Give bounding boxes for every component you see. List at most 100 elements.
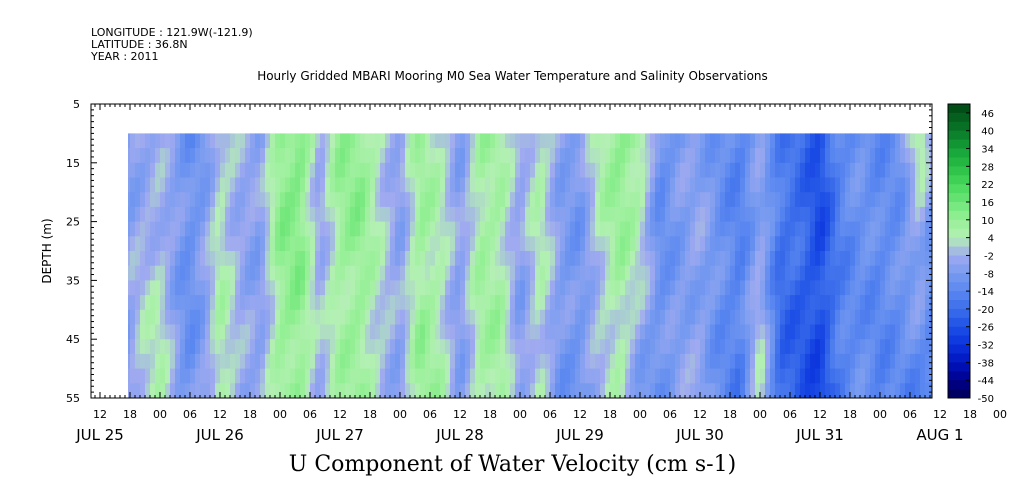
heatmap-cell	[660, 353, 666, 370]
heatmap-cell	[185, 148, 191, 164]
heatmap-cell	[915, 324, 921, 340]
heatmap-cell	[620, 251, 626, 267]
heatmap-cell	[695, 353, 701, 370]
heatmap-cell	[850, 383, 856, 398]
heatmap-cell	[675, 148, 681, 164]
heatmap-cell	[150, 309, 156, 326]
heatmap-cell	[340, 368, 346, 384]
heatmap-cell	[345, 383, 351, 398]
heatmap-cell	[195, 206, 201, 223]
heatmap-cell	[400, 162, 406, 179]
heatmap-cell	[320, 148, 326, 164]
heatmap-cell	[265, 265, 271, 281]
heatmap-cell	[835, 221, 841, 237]
heatmap-cell	[185, 192, 191, 208]
heatmap-cell	[755, 251, 761, 267]
heatmap-cell	[595, 295, 601, 311]
x-day-label: JUL 25	[75, 426, 124, 444]
heatmap-cell	[155, 192, 161, 208]
heatmap-cell	[350, 177, 356, 193]
heatmap-cell	[615, 236, 621, 252]
heatmap-cell	[470, 162, 476, 179]
heatmap-cell	[800, 148, 806, 164]
heatmap-cell	[905, 309, 911, 326]
heatmap-cell	[320, 206, 326, 223]
heatmap-cell	[430, 177, 436, 193]
heatmap-cell	[260, 339, 266, 355]
heatmap-cell	[225, 206, 231, 223]
heatmap-cell	[565, 251, 571, 267]
heatmap-cell	[610, 251, 616, 267]
heatmap-cell	[925, 133, 931, 149]
x-hour-tick-label: 12	[93, 408, 107, 421]
heatmap-cell	[740, 221, 746, 237]
heatmap-cell	[525, 221, 531, 237]
heatmap-cell	[740, 280, 746, 296]
heatmap-cell	[845, 133, 851, 149]
heatmap-cell	[840, 206, 846, 223]
heatmap-cell	[615, 148, 621, 164]
heatmap-cell	[170, 236, 176, 252]
heatmap-cell	[745, 353, 751, 370]
heatmap-cell	[615, 206, 621, 223]
heatmap-cell	[310, 162, 316, 179]
heatmap-cell	[650, 324, 656, 340]
heatmap-cell	[595, 383, 601, 398]
heatmap-cell	[705, 221, 711, 237]
heatmap-cell	[280, 221, 286, 237]
heatmap-cell	[725, 251, 731, 267]
heatmap-cell	[330, 368, 336, 384]
heatmap-cell	[320, 309, 326, 326]
heatmap-cell	[180, 177, 186, 193]
heatmap-cell	[865, 251, 871, 267]
heatmap-cell	[135, 192, 141, 208]
heatmap-cell	[610, 295, 616, 311]
heatmap-cell	[930, 295, 932, 311]
heatmap-cell	[535, 353, 541, 370]
heatmap-cell	[295, 192, 301, 208]
heatmap-cell	[815, 192, 821, 208]
heatmap-cell	[240, 236, 246, 252]
heatmap-cell	[935, 222, 941, 237]
heatmap-cell	[590, 383, 596, 398]
heatmap-cell	[875, 206, 881, 223]
heatmap-cell	[190, 383, 196, 398]
heatmap-cell	[185, 324, 191, 340]
heatmap-cell	[490, 324, 496, 340]
heatmap-cell	[475, 221, 481, 237]
heatmap-cell	[635, 295, 641, 311]
heatmap-cell	[385, 280, 391, 296]
heatmap-cell	[595, 251, 601, 267]
heatmap-cell	[455, 162, 461, 179]
heatmap-cell	[295, 309, 301, 326]
heatmap-cell	[195, 148, 201, 164]
x-hour-tick-label: 06	[303, 408, 317, 421]
heatmap-cell	[175, 295, 181, 311]
heatmap-cell	[760, 295, 766, 311]
colorbar-label: 28	[981, 162, 994, 173]
heatmap-cell	[425, 295, 431, 311]
heatmap-cell	[935, 133, 941, 148]
heatmap-cell	[360, 177, 366, 193]
heatmap-cell	[260, 251, 266, 267]
heatmap-cell	[775, 309, 781, 326]
heatmap-cell	[260, 309, 266, 326]
heatmap-cell	[505, 295, 511, 311]
heatmap-cell	[530, 368, 536, 384]
heatmap-cell	[855, 324, 861, 340]
heatmap-cell	[430, 324, 436, 340]
heatmap-cell	[275, 309, 281, 326]
heatmap-cell	[385, 162, 391, 179]
heatmap-cell	[885, 324, 891, 340]
heatmap-cell	[410, 295, 416, 311]
heatmap-cell	[785, 236, 791, 252]
heatmap-cell	[905, 265, 911, 281]
heatmap-cell	[495, 236, 501, 252]
heatmap-cell	[710, 148, 716, 164]
heatmap-cell	[155, 339, 161, 355]
heatmap-cell	[450, 221, 456, 237]
heatmap-cell	[745, 177, 751, 193]
heatmap-cell	[750, 177, 756, 193]
heatmap-cell	[205, 148, 211, 164]
heatmap-cell	[230, 368, 236, 384]
